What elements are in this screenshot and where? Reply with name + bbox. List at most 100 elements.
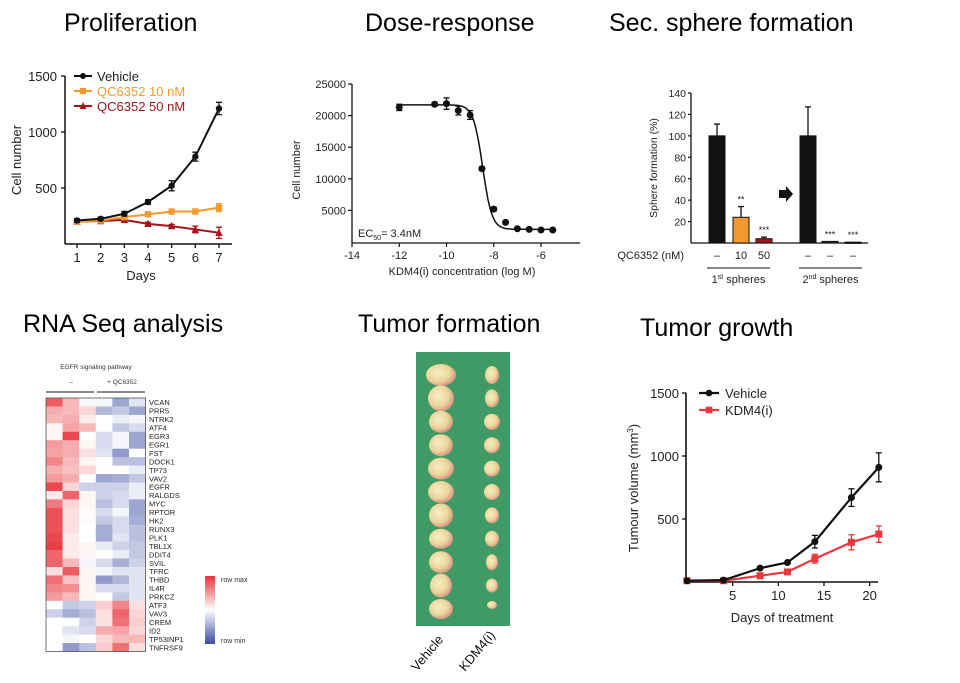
heatmap-cell xyxy=(112,457,130,466)
data-point xyxy=(756,564,764,572)
vehicle-tumor xyxy=(428,457,454,480)
heatmap-cell xyxy=(112,634,130,644)
y-tick-label: 10000 xyxy=(315,174,346,186)
heatmap-cell xyxy=(46,406,63,416)
x-tick-label: -10 xyxy=(439,250,455,262)
heatmap-cell xyxy=(62,423,80,433)
heatmap-color-legend xyxy=(205,576,215,644)
group-label-text: spheres xyxy=(816,274,859,286)
heatmap-cell xyxy=(129,567,146,576)
data-point xyxy=(811,538,819,546)
heatmap-cell xyxy=(46,575,63,585)
vehicle-tumor xyxy=(429,599,453,619)
heatmap-cell xyxy=(112,507,130,517)
legend-label: QC6352 50 nM xyxy=(97,99,185,114)
heatmap-cell xyxy=(62,507,80,517)
x-tick-label: 5 xyxy=(729,588,736,603)
heatmap-cell xyxy=(62,457,80,466)
vehicle-tumor xyxy=(428,385,454,412)
legend-marker xyxy=(705,406,713,414)
vehicle-label: Vehicle xyxy=(408,632,446,674)
heatmap-cell xyxy=(79,465,97,475)
heatmap-cell xyxy=(46,490,63,500)
data-point xyxy=(490,205,498,213)
heatmap-cell xyxy=(46,626,63,635)
heatmap-cell xyxy=(95,448,113,458)
kdm4i-tumor xyxy=(484,460,500,477)
x-category-label: – xyxy=(805,250,812,262)
significance-label: *** xyxy=(825,229,836,239)
heatmap-cell xyxy=(95,550,113,559)
gene-label: VAV3 xyxy=(149,609,167,618)
heatmap-cell xyxy=(95,440,113,449)
group-label-number: 1 xyxy=(712,274,718,286)
vehicle-tumor xyxy=(429,410,453,433)
data-point xyxy=(192,208,199,215)
heatmap-cell xyxy=(112,609,130,618)
kdm4i-tumor xyxy=(487,601,497,609)
heatmap-cell xyxy=(112,541,130,551)
dose-response-chart: 5000 10000 15000 20000 25000 -14 -12 -10 -8 -6KDM… xyxy=(291,79,580,278)
heatmap-cell xyxy=(112,600,130,610)
heatmap-cell xyxy=(95,490,113,500)
heatmap-cell xyxy=(129,414,146,424)
tumor-formation-title: Tumor formation xyxy=(358,310,541,338)
legend-marker xyxy=(80,73,86,79)
x-axis-label: Days of treatment xyxy=(731,610,834,625)
data-point xyxy=(144,198,152,206)
heatmap-cell xyxy=(79,583,97,593)
gene-label: EGR3 xyxy=(149,432,169,441)
gene-label: VCAN xyxy=(149,398,170,407)
heatmap-cell xyxy=(129,490,146,500)
heatmap-cell xyxy=(79,448,97,458)
y-tick-label: 5000 xyxy=(322,205,346,217)
heatmap-cell xyxy=(79,516,97,526)
heatmap-cell xyxy=(129,634,146,644)
heatmap-cell xyxy=(46,600,63,610)
heatmap-cell xyxy=(79,600,97,610)
heatmap-cell xyxy=(62,558,80,568)
heatmap-cell xyxy=(46,507,63,517)
y-axis-label: Cell number xyxy=(291,140,303,200)
gene-label: DOCK1 xyxy=(149,457,175,466)
heatmap-cell xyxy=(112,567,130,576)
heatmap-cell xyxy=(95,567,113,576)
data-point xyxy=(97,215,104,222)
heatmap-cell xyxy=(95,457,113,466)
group-label-text: spheres xyxy=(723,274,766,286)
heatmap-cell xyxy=(46,423,63,433)
heatmap-cell xyxy=(46,524,63,534)
heatmap-cell xyxy=(79,533,97,542)
x-tick-label: -14 xyxy=(344,250,360,262)
data-point xyxy=(192,153,199,160)
bar xyxy=(821,240,839,244)
vehicle-tumor xyxy=(429,434,453,457)
heatmap-cell xyxy=(62,482,80,492)
vehicle-tumor xyxy=(426,364,456,386)
heatmap-cell xyxy=(79,634,97,644)
heatmap-cell xyxy=(95,482,113,492)
y-tick-label: 25000 xyxy=(315,79,346,91)
heatmap-cell xyxy=(95,575,113,585)
heatmap-cell xyxy=(95,431,113,441)
gene-label: PLK1 xyxy=(149,533,167,542)
heatmap-cell xyxy=(129,558,146,568)
heatmap-cell xyxy=(129,524,146,534)
data-point xyxy=(720,576,728,584)
heatmap-cell xyxy=(129,550,146,559)
heatmap-cell xyxy=(95,643,113,652)
data-point xyxy=(783,558,791,566)
heatmap-cell xyxy=(129,482,146,492)
y-axis-label: Cell number xyxy=(9,124,24,195)
heatmap-cell xyxy=(79,457,97,466)
kdm4i-tumor xyxy=(486,554,498,571)
heatmap-cell xyxy=(129,448,146,458)
kdm4i-tumor xyxy=(484,437,500,454)
heatmap-cell xyxy=(79,575,97,585)
heatmap-cell xyxy=(95,600,113,610)
y-tick-label: 1500 xyxy=(650,386,679,401)
bar xyxy=(844,241,862,244)
gene-label: TP53INP1 xyxy=(149,635,184,644)
heatmap-cell xyxy=(62,617,80,627)
heatmap-cell xyxy=(46,592,63,602)
